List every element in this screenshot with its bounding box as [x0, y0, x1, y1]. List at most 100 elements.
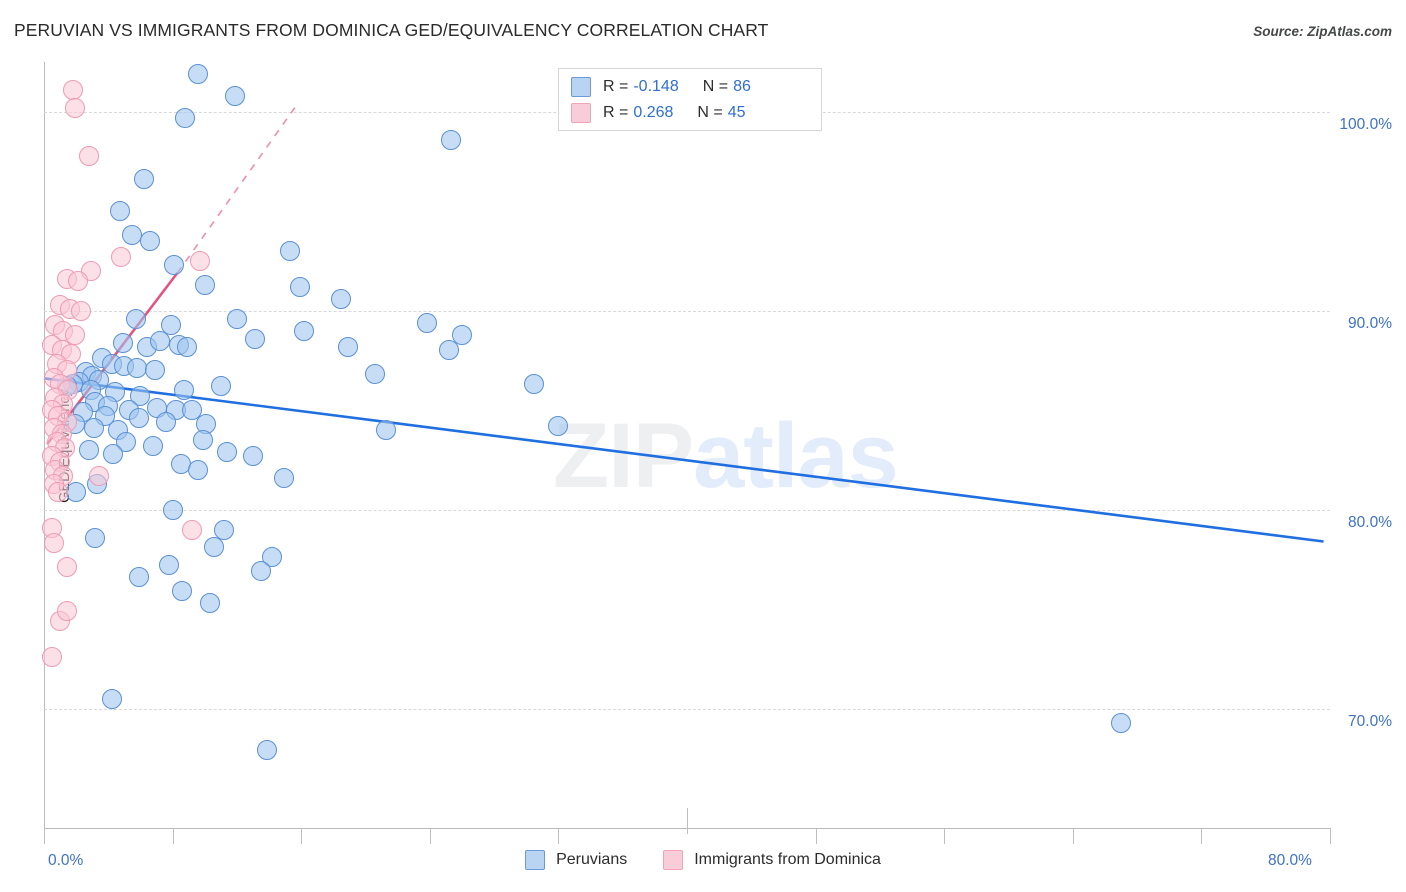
x-axis-tick — [1330, 828, 1331, 844]
scatter-point-blue[interactable] — [172, 581, 193, 602]
scatter-point-pink[interactable] — [56, 601, 77, 622]
scatter-point-blue[interactable] — [193, 430, 214, 451]
scatter-point-pink[interactable] — [181, 519, 202, 540]
scatter-point-blue[interactable] — [331, 288, 352, 309]
scatter-point-blue[interactable] — [451, 324, 472, 345]
scatter-point-blue[interactable] — [210, 376, 231, 397]
scatter-point-pink[interactable] — [67, 270, 88, 291]
scatter-point-blue[interactable] — [188, 459, 209, 480]
scatter-point-blue[interactable] — [440, 129, 461, 150]
scatter-point-blue[interactable] — [257, 740, 278, 761]
scatter-point-blue[interactable] — [162, 499, 183, 520]
scatter-point-blue[interactable] — [548, 416, 569, 437]
scatter-point-blue[interactable] — [194, 274, 215, 295]
scatter-point-blue[interactable] — [416, 312, 437, 333]
gridline-y — [44, 708, 1330, 710]
scatter-point-blue[interactable] — [262, 547, 283, 568]
scatter-point-blue[interactable] — [226, 308, 247, 329]
r-value-dominica: 0.268 — [633, 104, 674, 121]
x-axis-tick — [172, 828, 174, 844]
scatter-point-blue[interactable] — [149, 330, 170, 351]
x-tick-label: 80.0% — [1268, 852, 1312, 869]
legend-item-dominica[interactable]: Immigrants from Dominica — [663, 850, 881, 870]
scatter-point-blue[interactable] — [1111, 712, 1132, 733]
legend-item-peruvians[interactable]: Peruvians — [525, 850, 627, 870]
scatter-point-blue[interactable] — [109, 201, 130, 222]
scatter-point-blue[interactable] — [159, 555, 180, 576]
scatter-point-blue[interactable] — [112, 332, 133, 353]
scatter-point-blue[interactable] — [214, 519, 235, 540]
scatter-point-blue[interactable] — [125, 308, 146, 329]
scatter-point-blue[interactable] — [143, 435, 164, 456]
scatter-point-blue[interactable] — [365, 364, 386, 385]
x-axis-tick — [944, 828, 946, 844]
n-label-dominica: N = — [697, 104, 723, 121]
scatter-point-blue[interactable] — [177, 336, 198, 357]
scatter-point-blue[interactable] — [439, 340, 460, 361]
scatter-point-blue[interactable] — [524, 374, 545, 395]
scatter-point-blue[interactable] — [175, 107, 196, 128]
scatter-point-blue[interactable] — [128, 408, 149, 429]
scatter-point-blue[interactable] — [289, 276, 310, 297]
x-axis-tick — [44, 828, 45, 844]
scatter-plot-area — [42, 62, 1330, 828]
swatch-peruvians-icon — [571, 77, 591, 97]
scatter-point-blue[interactable] — [85, 527, 106, 548]
scatter-point-blue[interactable] — [66, 481, 87, 502]
scatter-point-pink[interactable] — [70, 300, 91, 321]
scatter-point-blue[interactable] — [164, 254, 185, 275]
scatter-point-blue[interactable] — [225, 85, 246, 106]
scatter-point-blue[interactable] — [199, 593, 220, 614]
source-attribution: Source: ZipAtlas.com — [1253, 24, 1392, 39]
x-axis-tick — [558, 828, 560, 844]
scatter-point-pink[interactable] — [64, 324, 85, 345]
scatter-point-blue[interactable] — [181, 400, 202, 421]
scatter-point-blue[interactable] — [242, 445, 263, 466]
scatter-point-blue[interactable] — [140, 231, 161, 252]
legend-label-dominica: Immigrants from Dominica — [694, 851, 881, 868]
x-axis-tick — [301, 828, 303, 844]
n-value-dominica: 45 — [727, 104, 746, 121]
scatter-point-pink[interactable] — [64, 97, 85, 118]
scatter-point-pink[interactable] — [88, 465, 109, 486]
x-axis-tick — [815, 828, 817, 844]
scatter-point-pink[interactable] — [111, 246, 132, 267]
scatter-point-blue[interactable] — [376, 420, 397, 441]
scatter-point-blue[interactable] — [103, 443, 124, 464]
scatter-point-blue[interactable] — [188, 63, 209, 84]
scatter-point-blue[interactable] — [144, 360, 165, 381]
scatter-point-blue[interactable] — [101, 688, 122, 709]
r-value-peruvians: -0.148 — [633, 78, 679, 95]
scatter-point-blue[interactable] — [244, 328, 265, 349]
scatter-point-blue[interactable] — [128, 567, 149, 588]
scatter-point-blue[interactable] — [83, 418, 104, 439]
scatter-point-blue[interactable] — [173, 380, 194, 401]
swatch-dominica-icon — [571, 103, 591, 123]
scatter-point-blue[interactable] — [273, 467, 294, 488]
scatter-point-pink[interactable] — [79, 145, 99, 166]
scatter-point-pink[interactable] — [189, 250, 210, 271]
legend-swatch-peruvians-icon — [525, 850, 546, 870]
y-tick-label: 100.0% — [1339, 115, 1392, 133]
scatter-point-blue[interactable] — [156, 412, 177, 433]
y-tick-label: 90.0% — [1348, 314, 1392, 332]
scatter-point-blue[interactable] — [133, 169, 154, 190]
scatter-point-blue[interactable] — [337, 336, 358, 357]
scatter-point-pink[interactable] — [43, 533, 64, 554]
series-legend: Peruvians Immigrants from Dominica — [0, 850, 1406, 870]
scatter-point-pink[interactable] — [48, 481, 69, 502]
scatter-point-pink[interactable] — [56, 557, 77, 578]
legend-swatch-dominica-icon — [663, 850, 684, 870]
x-axis-tick — [1072, 828, 1074, 844]
scatter-point-blue[interactable] — [160, 314, 181, 335]
scatter-point-pink[interactable] — [42, 646, 63, 667]
y-tick-label: 80.0% — [1348, 513, 1392, 531]
scatter-point-blue[interactable] — [294, 320, 315, 341]
scatter-point-blue[interactable] — [204, 537, 225, 558]
scatter-point-blue[interactable] — [130, 386, 151, 407]
scatter-point-blue[interactable] — [79, 439, 99, 460]
scatter-point-blue[interactable] — [217, 441, 238, 462]
scatter-point-blue[interactable] — [279, 241, 300, 261]
scatter-point-blue[interactable] — [251, 561, 271, 582]
